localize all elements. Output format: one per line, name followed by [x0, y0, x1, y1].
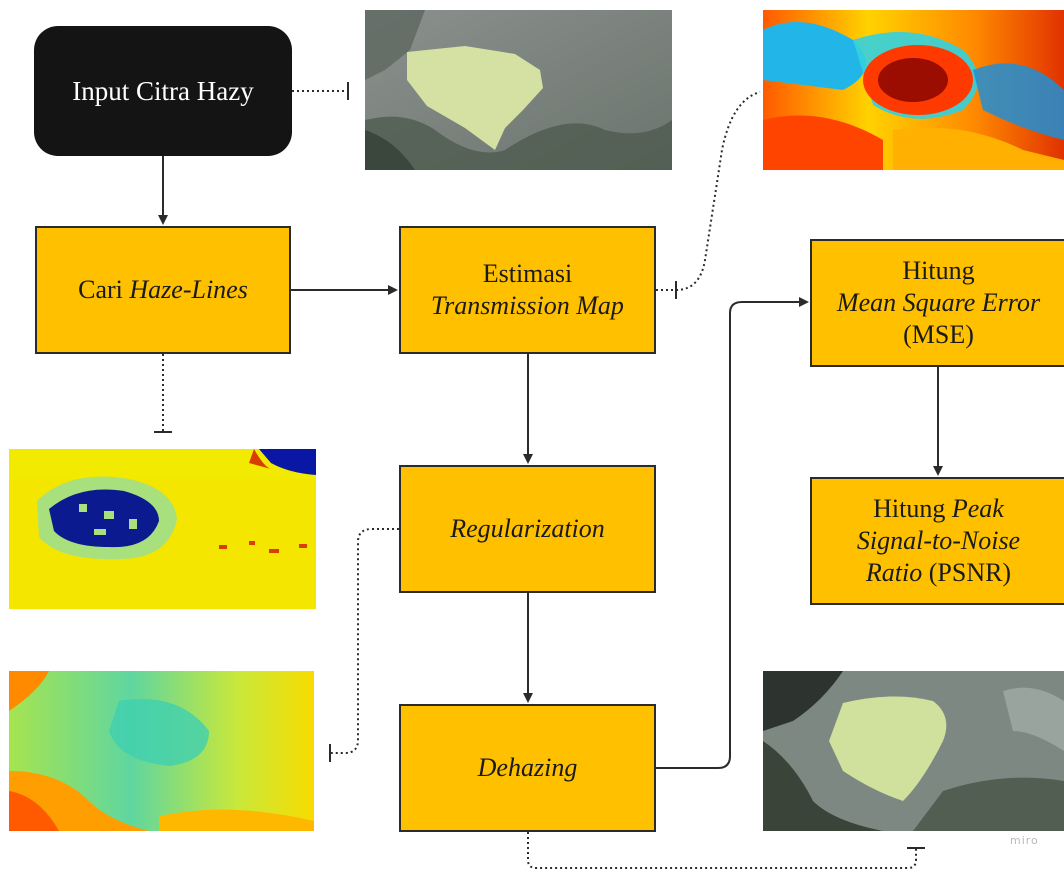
psnr-suffix: (PSNR)	[922, 557, 1012, 587]
dotted-dehazing-to-output-image	[527, 832, 917, 869]
transmission-map-image	[763, 10, 1064, 170]
psnr-italic1: Peak	[951, 494, 1004, 524]
miro-watermark: miro	[1010, 834, 1039, 847]
transmission-line1: Estimasi	[482, 259, 573, 289]
haze-lines-image	[9, 449, 316, 609]
haze-lines-label: Cari Haze-Lines	[78, 274, 248, 306]
psnr-prefix: Hitung	[873, 494, 952, 524]
regularized-map-image	[9, 671, 314, 831]
dotted-transmission-to-heatmap	[656, 91, 761, 291]
mse-line2: Mean Square Error	[836, 288, 1041, 318]
hitung-mse-node: Hitung Mean Square Error (MSE)	[810, 239, 1064, 367]
psnr-line3: Ratio (PSNR)	[866, 557, 1011, 589]
hazy-input-image	[365, 10, 672, 170]
dehazed-output-image	[763, 671, 1064, 831]
arrow-dehazing-to-mse	[656, 297, 809, 769]
psnr-italic3: Ratio	[865, 557, 923, 587]
dehazing-label: Dehazing	[477, 753, 578, 783]
mse-line3: (MSE)	[903, 319, 974, 349]
regularization-node: Regularization	[399, 465, 656, 593]
hitung-psnr-node: Hitung Peak Signal-to-Noise Ratio (PSNR)	[810, 477, 1064, 605]
psnr-line2: Signal-to-Noise	[856, 526, 1021, 556]
haze-lines-italic: Haze-Lines	[129, 275, 248, 305]
transmission-line2: Transmission Map	[431, 291, 624, 320]
regularization-label: Regularization	[450, 514, 605, 544]
input-node-label: Input Citra Hazy	[72, 75, 254, 106]
haze-lines-prefix: Cari	[78, 275, 130, 305]
input-citra-hazy-node: Input Citra Hazy	[34, 26, 292, 156]
dotted-regularization-to-regularized-image	[330, 528, 399, 754]
cari-haze-lines-node: Cari Haze-Lines	[35, 226, 291, 354]
psnr-line1: Hitung Peak	[873, 493, 1004, 525]
estimasi-transmission-map-node: Estimasi Transmission Map	[399, 226, 656, 354]
dehazing-node: Dehazing	[399, 704, 656, 832]
mse-line1: Hitung	[902, 256, 975, 286]
